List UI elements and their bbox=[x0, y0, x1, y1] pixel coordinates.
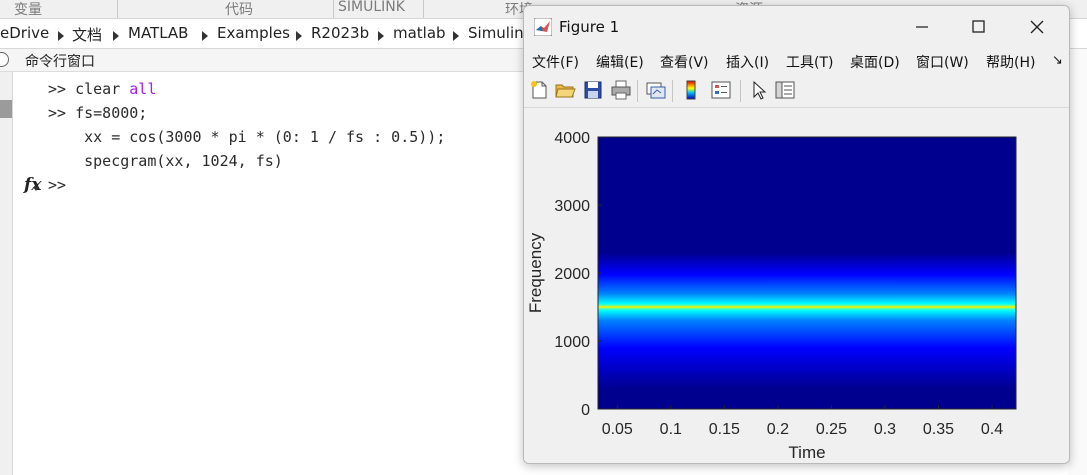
link-plot-icon[interactable] bbox=[645, 79, 667, 101]
edit-plot-arrow-icon[interactable] bbox=[748, 79, 770, 101]
fx-label: fx bbox=[24, 175, 42, 195]
menu-desktop[interactable]: 桌面(D) bbox=[850, 55, 900, 71]
ribbon-tab-variable[interactable]: 变量 bbox=[14, 2, 42, 18]
property-editor-icon[interactable] bbox=[774, 79, 796, 101]
breadcrumb-arrow-icon[interactable] bbox=[113, 31, 119, 41]
axes-container[interactable]: 0.05 0.1 0.15 0.2 0.25 0.3 0.35 0.4 0 1000 2000 30… bbox=[524, 108, 1069, 463]
spectrogram-chart[interactable]: 0.05 0.1 0.15 0.2 0.25 0.3 0.35 0.4 0 1000 2000 30… bbox=[524, 108, 1069, 463]
x-tick-label: 0.05 bbox=[602, 421, 633, 438]
ribbon-divider bbox=[333, 0, 334, 18]
right-panel-edge bbox=[1068, 49, 1087, 475]
left-gutter bbox=[0, 72, 13, 475]
x-tick-label: 0.3 bbox=[874, 421, 896, 438]
figure-window[interactable]: Figure 1 文件(F) 编辑(E) 查看(V) 插入(I) 工具(T) 桌… bbox=[523, 5, 1070, 464]
x-tick-label: 0.15 bbox=[709, 421, 740, 438]
y-tick-label: 0 bbox=[581, 402, 590, 419]
x-tick-label: 0.4 bbox=[981, 421, 1003, 438]
print-icon[interactable] bbox=[610, 79, 632, 101]
breadcrumb-matlab-folder[interactable]: matlab bbox=[393, 24, 446, 42]
command-line: >> clear all bbox=[48, 80, 156, 98]
legend-icon[interactable] bbox=[710, 79, 732, 101]
command-prompt: >> bbox=[48, 80, 76, 98]
figure-toolbar bbox=[524, 75, 1069, 108]
ribbon-tab-simulink[interactable]: SIMULINK bbox=[338, 0, 405, 15]
menu-file[interactable]: 文件(F) bbox=[532, 55, 579, 71]
breadcrumb-arrow-icon[interactable] bbox=[453, 31, 459, 41]
breadcrumb-arrow-icon[interactable] bbox=[202, 31, 208, 41]
breadcrumb-arrow-icon[interactable] bbox=[58, 31, 64, 41]
breadcrumb-documents[interactable]: 文档 bbox=[72, 26, 103, 44]
colorbar-icon[interactable] bbox=[680, 79, 702, 101]
x-tick-label: 0.2 bbox=[767, 421, 789, 438]
chevron-down-icon bbox=[33, 187, 39, 191]
command-text: fs=8000; bbox=[75, 104, 148, 122]
menu-tools[interactable]: 工具(T) bbox=[786, 55, 834, 71]
maximize-icon[interactable] bbox=[955, 12, 1001, 42]
breadcrumb-release[interactable]: R2023b bbox=[311, 24, 370, 42]
command-line: xx = cos(3000 * pi * (0: 1 / fs : 0.5)); bbox=[48, 128, 445, 146]
command-input-prompt[interactable]: >> bbox=[48, 176, 67, 194]
figure-title-bar[interactable]: Figure 1 bbox=[524, 6, 1069, 49]
command-keyword: all bbox=[129, 80, 157, 98]
command-window[interactable]: >> clear all >> fs=8000; xx = cos(3000 *… bbox=[13, 72, 533, 475]
menu-window[interactable]: 窗口(W) bbox=[916, 55, 969, 71]
y-tick-label: 3000 bbox=[554, 198, 590, 215]
new-figure-icon[interactable] bbox=[528, 79, 550, 101]
x-tick-label: 0.25 bbox=[816, 421, 847, 438]
close-icon[interactable] bbox=[1014, 12, 1060, 42]
ribbon-tab-code[interactable]: 代码 bbox=[225, 2, 253, 18]
spectrogram-image bbox=[598, 137, 1016, 409]
toolbar-divider bbox=[672, 80, 673, 102]
breadcrumb-arrow-icon[interactable] bbox=[296, 31, 302, 41]
figure-title: Figure 1 bbox=[559, 18, 620, 36]
command-line: >> fs=8000; bbox=[48, 104, 147, 122]
command-text: clear bbox=[75, 80, 130, 98]
breadcrumb-arrow-icon[interactable] bbox=[378, 31, 384, 41]
panel-actions-icon[interactable] bbox=[0, 52, 9, 67]
y-tick-label: 2000 bbox=[554, 266, 590, 283]
x-tick-label: 0.35 bbox=[923, 421, 954, 438]
command-text: specgram(xx, 1024, fs) bbox=[48, 152, 283, 170]
matlab-logo-icon bbox=[534, 18, 552, 36]
menu-edit[interactable]: 编辑(E) bbox=[596, 55, 644, 71]
menu-insert[interactable]: 插入(I) bbox=[726, 55, 770, 71]
function-browser-icon[interactable]: fx bbox=[24, 175, 41, 195]
x-tick-label: 0.1 bbox=[660, 421, 682, 438]
command-text: xx = cos(3000 * pi * (0: 1 / fs : 0.5)); bbox=[48, 128, 446, 146]
save-icon[interactable] bbox=[582, 79, 604, 101]
y-tick-label: 1000 bbox=[554, 334, 590, 351]
menu-overflow-icon[interactable]: ↘ bbox=[1052, 53, 1063, 68]
toolbar-divider bbox=[637, 80, 638, 102]
breadcrumb-matlab[interactable]: MATLAB bbox=[128, 24, 189, 42]
y-tick-label: 4000 bbox=[554, 130, 590, 147]
gutter-marker bbox=[0, 100, 12, 118]
open-file-icon[interactable] bbox=[554, 79, 576, 101]
ribbon-divider bbox=[423, 0, 424, 18]
breadcrumb-drive[interactable]: eDrive bbox=[0, 24, 50, 42]
menu-help[interactable]: 帮助(H) bbox=[986, 55, 1036, 71]
command-line: specgram(xx, 1024, fs) bbox=[48, 152, 283, 170]
toolbar-divider bbox=[740, 80, 741, 102]
breadcrumb-simulink[interactable]: Simulin bbox=[468, 24, 524, 42]
breadcrumb-examples[interactable]: Examples bbox=[217, 24, 290, 42]
x-axis-label: Time bbox=[788, 443, 825, 462]
figure-menu-bar: 文件(F) 编辑(E) 查看(V) 插入(I) 工具(T) 桌面(D) 窗口(W… bbox=[524, 49, 1069, 73]
minimize-icon[interactable] bbox=[899, 12, 945, 42]
menu-view[interactable]: 查看(V) bbox=[660, 55, 709, 71]
command-window-title: 命令行窗口 bbox=[25, 54, 95, 70]
y-axis-label: Frequency bbox=[526, 232, 545, 313]
command-prompt: >> bbox=[48, 104, 76, 122]
ribbon-divider bbox=[117, 0, 118, 18]
